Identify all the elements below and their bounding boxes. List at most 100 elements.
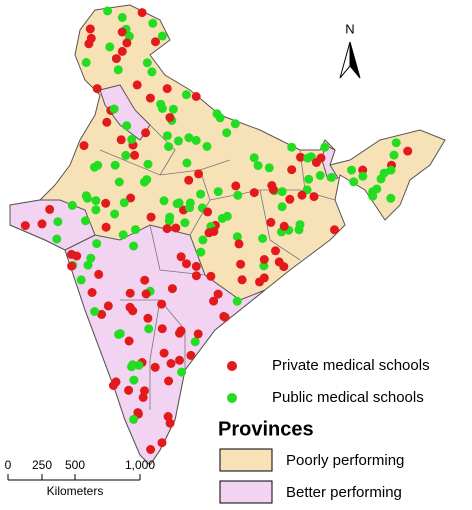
public-school bbox=[159, 196, 169, 206]
private-school bbox=[162, 224, 172, 234]
private-school bbox=[206, 271, 216, 281]
private-school bbox=[296, 152, 305, 162]
private-school bbox=[116, 135, 126, 145]
public-school bbox=[129, 241, 139, 251]
public-school bbox=[142, 58, 152, 68]
private-school bbox=[85, 24, 95, 34]
private-school bbox=[103, 301, 113, 311]
public-school bbox=[83, 260, 93, 270]
public-school bbox=[157, 31, 167, 41]
private-school bbox=[176, 252, 186, 262]
public-school bbox=[162, 131, 172, 141]
public-school bbox=[119, 198, 129, 208]
public-school bbox=[117, 13, 127, 22]
private-school bbox=[101, 198, 111, 208]
public-school bbox=[347, 165, 356, 175]
private-school bbox=[259, 273, 269, 283]
private-school bbox=[122, 38, 132, 48]
private-school bbox=[285, 194, 295, 204]
public-school bbox=[110, 160, 120, 170]
private-school bbox=[236, 259, 246, 269]
private-school bbox=[133, 408, 143, 418]
private-school bbox=[128, 306, 138, 316]
public-school bbox=[277, 202, 287, 212]
public-school bbox=[134, 360, 144, 370]
public-school bbox=[213, 187, 223, 197]
public-school bbox=[147, 67, 157, 77]
provinces bbox=[9, 4, 446, 466]
private-school bbox=[297, 190, 307, 200]
legend-label: Poorly performing bbox=[286, 452, 404, 469]
public-school bbox=[81, 191, 91, 201]
private-school bbox=[130, 150, 140, 160]
private-school bbox=[249, 188, 259, 198]
public-school bbox=[129, 414, 139, 424]
private-school bbox=[143, 313, 153, 323]
public-school bbox=[164, 142, 174, 152]
public-school bbox=[114, 177, 124, 187]
private-school bbox=[231, 181, 241, 191]
private-school bbox=[20, 221, 30, 231]
public-school bbox=[320, 142, 330, 152]
private-school bbox=[125, 288, 135, 298]
private-school bbox=[137, 8, 147, 18]
public-school bbox=[376, 174, 386, 184]
private-school bbox=[266, 217, 276, 227]
private-school bbox=[111, 54, 121, 64]
scale-bar bbox=[7, 474, 141, 481]
public-school bbox=[253, 161, 263, 171]
private-school bbox=[132, 80, 142, 90]
private-school bbox=[279, 221, 289, 231]
public-school bbox=[121, 150, 131, 160]
public-school bbox=[196, 247, 206, 257]
private-school bbox=[117, 27, 127, 37]
public-school bbox=[113, 65, 123, 75]
north-arrow: N bbox=[339, 21, 361, 79]
private-school bbox=[126, 193, 136, 203]
public-swatch bbox=[227, 393, 237, 403]
private-school bbox=[157, 438, 167, 448]
private-school bbox=[213, 289, 223, 299]
private-school bbox=[176, 326, 186, 336]
public-school bbox=[303, 153, 313, 163]
legend-label: Better performing bbox=[286, 484, 402, 501]
private-school bbox=[184, 175, 194, 185]
private-school bbox=[87, 288, 97, 297]
private-school bbox=[45, 204, 55, 214]
private-school bbox=[330, 225, 339, 235]
public-school bbox=[287, 142, 297, 152]
private-school bbox=[219, 311, 229, 321]
private-school bbox=[140, 275, 150, 285]
scale-label: 0 bbox=[5, 458, 12, 472]
private-school bbox=[268, 185, 278, 195]
public-school bbox=[91, 205, 101, 215]
legend-title: Provinces bbox=[218, 418, 314, 440]
public-school bbox=[143, 159, 153, 169]
public-school bbox=[53, 217, 63, 227]
private-school bbox=[124, 336, 134, 346]
private-school bbox=[101, 222, 111, 232]
private-school bbox=[141, 128, 151, 138]
public-school bbox=[304, 174, 314, 184]
public-school bbox=[148, 18, 158, 28]
public-school bbox=[86, 253, 96, 263]
public-school bbox=[232, 296, 242, 306]
public-school bbox=[93, 160, 103, 170]
private-school bbox=[259, 255, 269, 264]
private-school bbox=[191, 92, 201, 101]
public-school bbox=[202, 142, 212, 151]
private-school bbox=[175, 355, 184, 365]
public-school bbox=[230, 119, 240, 129]
north-label: N bbox=[345, 21, 354, 36]
schools bbox=[20, 6, 413, 454]
private-school bbox=[234, 239, 244, 249]
public-school bbox=[386, 165, 396, 175]
public-school bbox=[315, 171, 325, 180]
private-school bbox=[162, 84, 172, 94]
private-school bbox=[37, 219, 47, 229]
private-school bbox=[97, 309, 107, 319]
scale-label: 250 bbox=[32, 458, 52, 472]
private-school bbox=[209, 227, 219, 236]
public-school bbox=[184, 133, 194, 143]
